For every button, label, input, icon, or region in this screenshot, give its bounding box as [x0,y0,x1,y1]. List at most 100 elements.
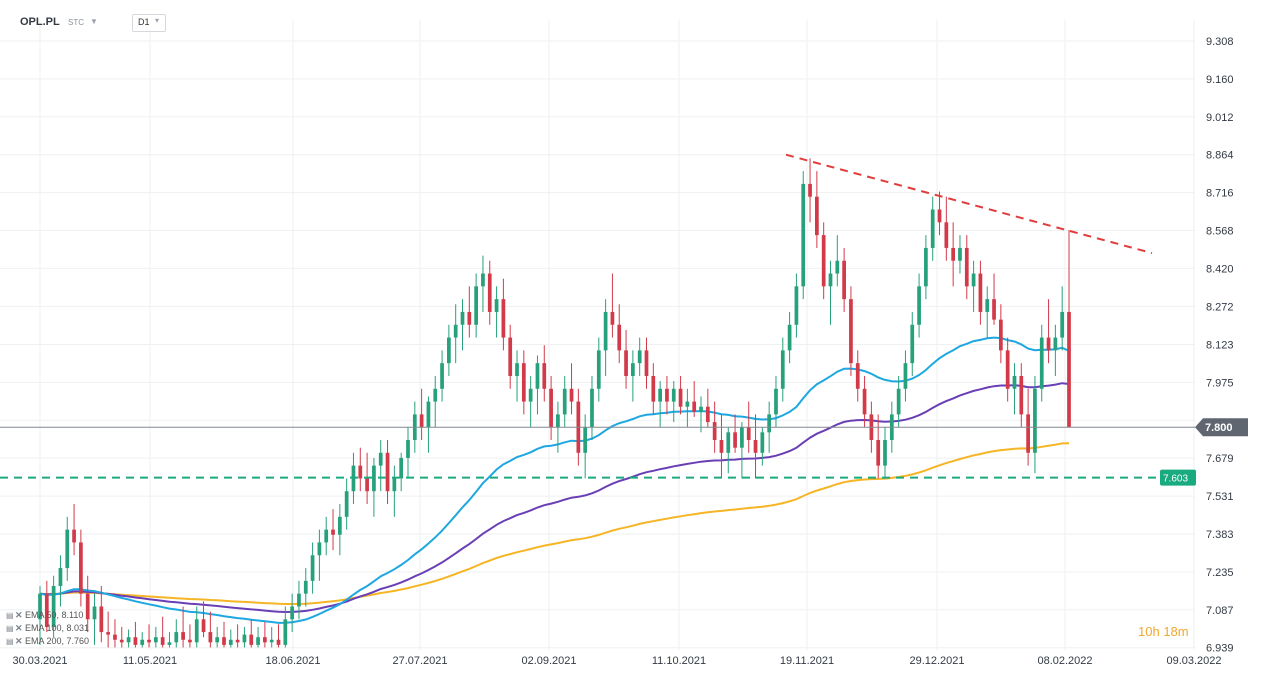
settings-icon[interactable]: ▤ [6,611,14,620]
candle [331,509,335,551]
candle-body [269,639,274,643]
candle [201,601,206,638]
support-tag: 7.603 [1160,469,1196,486]
candle [624,329,628,389]
candle [38,585,42,645]
candle [494,286,499,338]
candle [378,440,383,492]
y-tick-label: 8.123 [1206,339,1234,351]
candle-body [440,363,444,389]
candle-body [378,452,383,466]
settings-icon[interactable]: ▤ [6,624,14,633]
y-tick-label: 7.087 [1206,605,1234,617]
candle [501,278,506,351]
x-axis[interactable]: 30.03.2021 11.05.2021 18.06.2021 27.07.2021… [12,655,1221,667]
timer-hours: 10 [1138,624,1153,639]
candle [269,626,274,648]
candle-body [235,639,240,643]
candle [481,255,485,312]
candle-body [283,619,288,645]
candle-body [862,388,867,415]
candle [958,235,962,274]
candle [665,375,669,415]
ema-100-line [39,382,1070,614]
candle-body [303,580,308,594]
candle-body [998,319,1003,351]
candle [1039,324,1044,402]
x-tick-label: 02.09.2021 [521,655,576,667]
candle [194,606,199,648]
ema-50-line [39,336,1070,624]
candle [978,260,983,325]
candle [160,616,165,648]
candle [644,337,649,389]
candle-body [876,440,881,466]
candle [705,388,710,428]
legend-item-ema100[interactable]: ▤✕ EMA 100, 8.031 [6,622,89,635]
candle-body [263,637,267,643]
candle-body [753,440,758,453]
candle [399,452,404,492]
symbol-label[interactable]: OPL.PL [20,16,60,28]
ema-200-line [39,442,1070,605]
candle [474,273,478,338]
close-icon[interactable]: ✕ [15,623,23,633]
settings-icon[interactable]: ▤ [6,637,14,646]
candle-body [903,363,908,389]
candle [515,350,519,402]
candle [596,337,601,402]
close-icon[interactable]: ✕ [15,636,23,646]
candle-body [85,593,90,620]
candle [406,427,410,479]
timer-m-unit: m [1177,624,1189,639]
candle [1067,230,1071,428]
candle-body [583,427,588,453]
candle [140,632,145,648]
candle-body [51,585,56,627]
candles [38,158,1071,648]
candle-body [392,478,397,492]
candle [787,311,792,364]
close-icon[interactable]: ✕ [15,610,23,620]
legend-item-ema50[interactable]: ▤✕ EMA 50, 8.110 [6,609,89,622]
candle [637,337,642,376]
candle-body [406,440,410,458]
candle [126,629,131,648]
candle-body [1005,350,1010,389]
candle [113,619,117,648]
candle-body [774,388,778,415]
legend-text: EMA 50, 8.110 [25,610,84,620]
candle [814,171,819,248]
candle [774,375,778,428]
candle [324,516,329,556]
candle [392,465,397,517]
candle [1005,337,1010,402]
y-tick-label: 8.864 [1206,150,1234,162]
candle-body [596,350,601,389]
x-tick-label: 11.05.2021 [123,655,177,667]
x-tick-label: 09.03.2022 [1166,655,1221,667]
candle-body [126,637,131,643]
candle [549,375,553,440]
y-axis[interactable]: 9.308 9.160 9.012 8.864 8.716 8.568 8.420 8.272… [1195,36,1248,655]
candle-body [167,642,172,645]
candle-body [849,299,853,364]
candle-body [814,196,819,236]
candle-body [140,639,145,645]
legend-item-ema200[interactable]: ▤✕ EMA 200, 7.760 [6,635,89,648]
current-price-label: 7.800 [1205,422,1233,434]
candle [828,260,833,325]
candle [72,504,76,556]
candle [385,440,390,505]
x-tick-label: 19.11.2021 [780,655,834,667]
timeframe-select[interactable]: D1 ▾ [132,14,166,32]
candle [951,222,956,287]
candle-body [133,637,138,645]
candle-body [467,311,472,325]
candle-body [215,637,220,643]
candle [562,375,567,428]
candle-body [447,337,451,364]
support-label: 7.603 [1163,474,1188,485]
chevron-down-icon[interactable]: ▼ [90,17,98,26]
